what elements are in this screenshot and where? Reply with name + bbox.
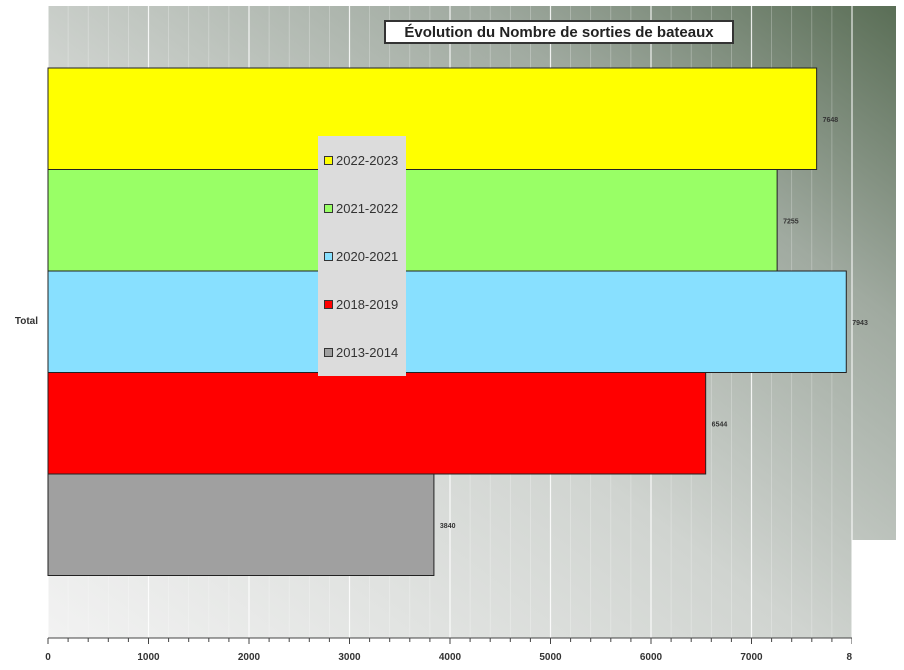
legend: 2022-2023 2021-2022 2020-2021 2018-2019 … [318,136,406,376]
legend-item: 2021-2022 [324,201,398,216]
x-tick-label: 6000 [640,652,663,663]
bar-2022-2023 [48,68,817,170]
x-tick-label: 0 [45,652,51,663]
legend-label: 2021-2022 [336,201,398,216]
x-tick-label: 2000 [238,652,261,663]
legend-item: 2018-2019 [324,297,398,312]
corner-mask [852,540,904,670]
bar-2020-2021 [48,271,846,373]
legend-label: 2018-2019 [336,297,398,312]
bar-2021-2022 [48,170,777,272]
bar-2018-2019 [48,373,706,475]
data-label: 7648 [823,117,839,124]
data-label: 7255 [783,218,799,225]
data-label: 6544 [712,421,728,428]
legend-swatch [324,348,333,357]
legend-swatch [324,204,333,213]
data-label: 3840 [440,523,456,530]
legend-swatch [324,300,333,309]
x-tick-label: 4000 [439,652,462,663]
legend-item: 2013-2014 [324,345,398,360]
x-tick-label: 7000 [740,652,763,663]
category-label: Total [0,316,38,327]
legend-swatch [324,156,333,165]
x-tick-label: 5000 [539,652,562,663]
x-axis: 0100020003000400050006000700080 [45,638,858,663]
legend-item: 2022-2023 [324,153,398,168]
bar-2013-2014 [48,474,434,576]
legend-label: 2022-2023 [336,153,398,168]
chart-title: Évolution du Nombre de sorties de bateau… [384,20,734,44]
legend-item: 2020-2021 [324,249,398,264]
legend-label: 2020-2021 [336,249,398,264]
data-label: 7943 [852,320,868,327]
legend-label: 2013-2014 [336,345,398,360]
x-tick-label: 1000 [137,652,160,663]
x-tick-label: 3000 [338,652,361,663]
legend-swatch [324,252,333,261]
